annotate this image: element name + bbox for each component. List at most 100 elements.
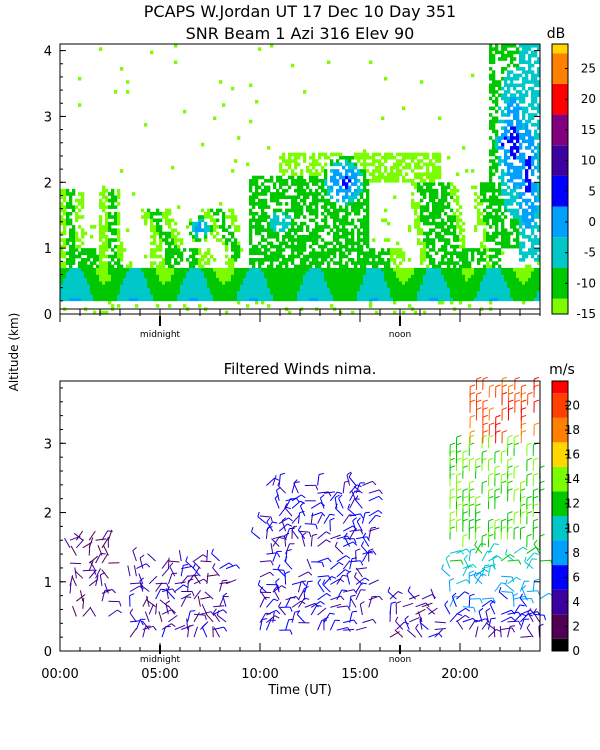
snr-cell: [342, 208, 346, 213]
snr-cell: [309, 169, 313, 173]
snr-cell: [153, 287, 157, 292]
snr-cell: [381, 261, 385, 265]
snr-cell: [495, 142, 499, 147]
snr-cell: [309, 231, 313, 236]
snr-cell: [366, 208, 370, 213]
snr-cell: [471, 258, 475, 262]
snr-cell: [75, 274, 79, 279]
snr-cell: [303, 277, 307, 282]
snr-cell: [288, 228, 292, 232]
wind-barb-flag: [343, 532, 348, 538]
snr-cell: [333, 277, 337, 282]
snr-cell: [276, 208, 280, 213]
snr-cell: [372, 274, 376, 279]
winds-panel-title: Filtered Winds nima.: [224, 360, 377, 378]
snr-cell: [279, 221, 283, 226]
snr-cell: [228, 287, 232, 292]
snr-cell: [456, 271, 460, 275]
snr-cell: [345, 185, 349, 190]
snr-cell: [63, 238, 67, 242]
snr-cell: [489, 290, 493, 295]
snr-cell: [216, 208, 220, 213]
snr-cell: [510, 188, 514, 193]
snr-cell: [528, 53, 532, 58]
snr-cell: [210, 287, 214, 292]
wind-barb-flag: [222, 592, 228, 597]
snr-cell: [501, 53, 505, 58]
snr-cell: [360, 162, 364, 167]
snr-cell: [513, 215, 517, 219]
snr-cell: [348, 297, 352, 302]
snr-cell: [66, 218, 70, 223]
snr-cell: [492, 182, 496, 186]
snr-cell: [165, 248, 169, 252]
snr-cell: [447, 281, 451, 285]
snr-cell: [432, 297, 436, 302]
snr-cell: [111, 248, 115, 252]
snr-cell: [108, 284, 112, 288]
snr-cell: [510, 290, 514, 295]
snr-cell: [507, 96, 511, 101]
snr-cell: [366, 195, 370, 200]
snr-cell: [330, 274, 334, 279]
wind-barb: [197, 595, 201, 607]
snr-cell: [432, 294, 436, 298]
snr-cell: [435, 211, 439, 216]
snr-cell: [438, 221, 442, 226]
snr-cell: [501, 218, 505, 223]
snr-cell: [81, 251, 85, 256]
snr-cell: [486, 211, 490, 216]
snr-cell: [477, 271, 481, 275]
snr-cell: [525, 132, 529, 137]
snr-cell: [264, 205, 268, 209]
snr-cell: [537, 284, 541, 288]
wind-barb: [349, 498, 356, 509]
snr-cell: [120, 297, 124, 302]
snr-cell: [528, 182, 532, 186]
snr-cell: [456, 290, 460, 295]
snr-cell: [234, 225, 238, 229]
snr-cell: [504, 287, 508, 292]
snr-cell: [222, 218, 226, 223]
wind-barb: [348, 476, 357, 486]
snr-cell: [528, 179, 532, 183]
snr-cell: [78, 267, 82, 272]
snr-cell: [495, 155, 499, 160]
snr-cell: [315, 287, 319, 292]
snr-cell: [243, 267, 247, 272]
snr-cell: [420, 281, 424, 285]
snr-cell: [282, 241, 286, 246]
snr-cell: [534, 53, 538, 58]
snr-cell: [291, 234, 295, 239]
snr-cell: [324, 271, 328, 275]
snr-cell: [192, 248, 196, 252]
snr-cell: [456, 218, 460, 223]
snr-cell: [294, 155, 298, 160]
snr-cell: [246, 267, 250, 272]
snr-cell: [306, 182, 310, 186]
snr-cell: [105, 267, 109, 272]
snr-cell: [531, 73, 535, 78]
snr-cell: [363, 185, 367, 190]
snr-cell: [330, 284, 334, 288]
snr-cell: [531, 211, 535, 216]
snr-cell: [189, 274, 193, 279]
wind-barb: [161, 559, 170, 569]
snr-cell: [117, 304, 121, 308]
snr-cell: [69, 258, 73, 262]
snr-cell: [492, 57, 496, 61]
snr-colorbar-band: [552, 298, 568, 314]
snr-cell: [537, 119, 541, 124]
snr-colorbar-band: [552, 145, 568, 176]
snr-cell: [495, 208, 499, 213]
wind-barb-flag: [257, 511, 260, 517]
snr-cell: [351, 175, 355, 180]
snr-cell: [153, 297, 157, 302]
snr-cell: [147, 290, 151, 295]
snr-cell: [477, 294, 481, 298]
snr-cell: [378, 267, 382, 272]
snr-cell: [228, 215, 232, 219]
snr-cell: [72, 231, 76, 236]
snr-cell: [363, 234, 367, 239]
wind-barb: [193, 589, 202, 600]
